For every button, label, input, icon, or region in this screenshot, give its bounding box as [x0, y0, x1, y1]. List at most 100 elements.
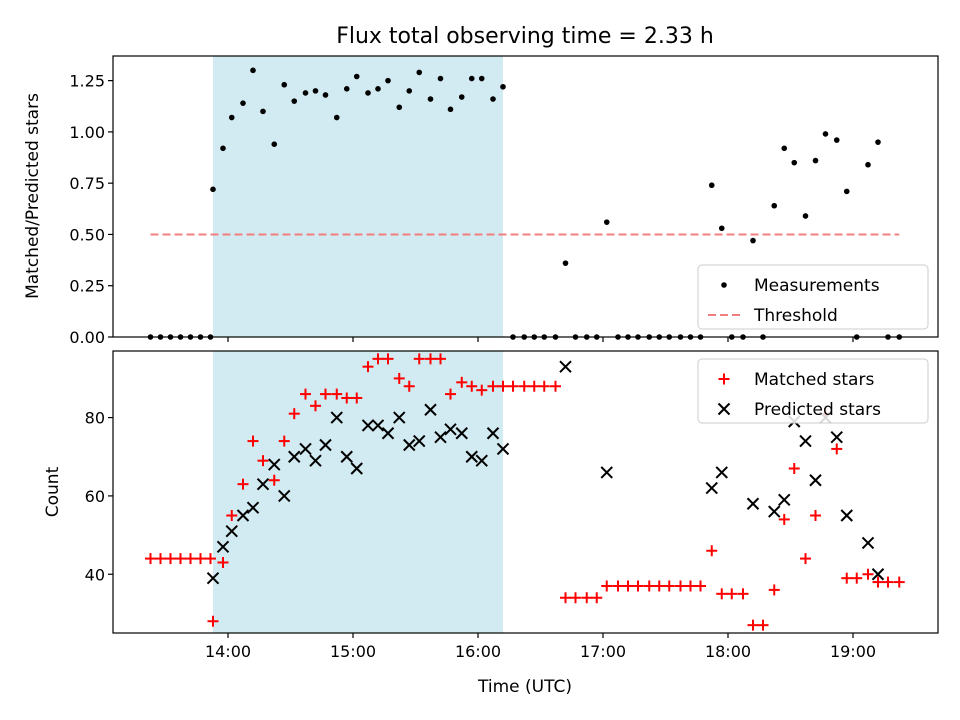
data-point	[581, 592, 593, 604]
data-point	[427, 96, 434, 102]
data-point	[333, 114, 340, 121]
data-point	[206, 571, 220, 585]
data-point	[550, 380, 561, 392]
data-point	[833, 137, 840, 143]
data-point	[403, 380, 415, 392]
data-point	[268, 458, 281, 471]
data-point	[300, 388, 311, 400]
data-point	[225, 524, 238, 538]
data-point	[320, 388, 331, 400]
legend-box	[697, 358, 929, 424]
x-tick-label: 14:00	[205, 642, 251, 661]
data-point	[622, 580, 634, 592]
data-point	[403, 438, 416, 452]
data-point	[871, 568, 885, 581]
data-point	[747, 619, 759, 631]
y-tick-label: 0.50	[69, 225, 105, 244]
data-point	[247, 435, 259, 447]
x-tick-label: 17:00	[580, 642, 626, 661]
data-point	[562, 260, 569, 266]
data-point	[746, 497, 760, 510]
data-point	[302, 90, 309, 96]
data-point	[365, 90, 371, 96]
data-point	[353, 73, 360, 80]
data-point	[210, 186, 216, 193]
data-point	[260, 108, 266, 115]
data-point	[778, 513, 790, 525]
data-point	[716, 588, 728, 600]
data-point	[375, 86, 381, 92]
data-point	[246, 501, 260, 514]
data-point	[278, 489, 291, 503]
y-tick-label: 40	[85, 565, 105, 584]
data-point	[663, 580, 675, 592]
data-point	[570, 592, 581, 604]
x-tick-label: 15:00	[330, 642, 376, 661]
data-point	[490, 96, 496, 102]
legend-label: Threshold	[753, 306, 838, 326]
legend-marker	[718, 373, 730, 385]
data-point	[237, 478, 249, 490]
data-point	[444, 423, 457, 436]
observing-window-span	[213, 351, 503, 633]
data-point	[476, 384, 488, 396]
data-point	[413, 353, 425, 365]
series-measurements	[147, 67, 903, 340]
data-point	[330, 411, 343, 424]
data-point	[362, 361, 374, 373]
data-point	[271, 141, 278, 147]
data-point	[217, 557, 229, 568]
y-tick-label: 0.25	[69, 277, 105, 296]
data-point	[718, 225, 725, 232]
data-point	[319, 438, 332, 452]
data-point	[843, 188, 850, 195]
data-point	[487, 380, 499, 392]
data-point	[278, 435, 290, 447]
data-point	[601, 580, 613, 592]
data-point	[393, 411, 406, 424]
data-point	[250, 67, 256, 74]
data-point	[268, 474, 280, 486]
data-point	[309, 454, 322, 467]
legend-box	[697, 264, 929, 330]
data-point	[518, 380, 530, 392]
data-point	[771, 202, 778, 209]
data-point	[851, 572, 863, 584]
data-point	[788, 463, 800, 474]
data-point	[468, 75, 475, 82]
data-point	[862, 568, 874, 580]
top-axes: 0.00 0.25 0.50 0.75 1.00 1.25 Measurements Thre…	[69, 55, 939, 347]
data-point	[322, 92, 329, 98]
data-point	[737, 588, 749, 600]
data-point	[809, 474, 822, 487]
data-point	[416, 69, 423, 76]
data-point	[800, 553, 811, 565]
data-point	[425, 353, 436, 365]
data-point	[632, 580, 644, 592]
data-point	[288, 450, 301, 463]
data-point	[288, 408, 300, 420]
data-point	[600, 466, 613, 479]
data-point	[228, 114, 235, 121]
data-point	[496, 442, 510, 456]
data-point	[865, 161, 871, 168]
data-point	[726, 588, 738, 600]
legend: Matched stars Predicted stars	[697, 358, 929, 424]
data-point	[603, 219, 610, 225]
data-point	[381, 427, 395, 440]
data-point	[465, 450, 478, 463]
data-point	[458, 94, 465, 100]
data-point	[291, 98, 298, 104]
data-point	[466, 380, 478, 392]
data-point	[393, 372, 405, 384]
data-point	[216, 540, 230, 554]
data-point	[396, 104, 403, 111]
data-point	[643, 580, 655, 592]
data-point	[371, 419, 385, 432]
data-point	[331, 388, 343, 400]
bottom-axes: 40 60 80 14:00 15:00 16:00 17:00 18:00 19:00 Matc…	[85, 350, 939, 661]
data-point	[781, 145, 788, 152]
data-point	[841, 572, 853, 584]
data-point	[802, 213, 809, 219]
